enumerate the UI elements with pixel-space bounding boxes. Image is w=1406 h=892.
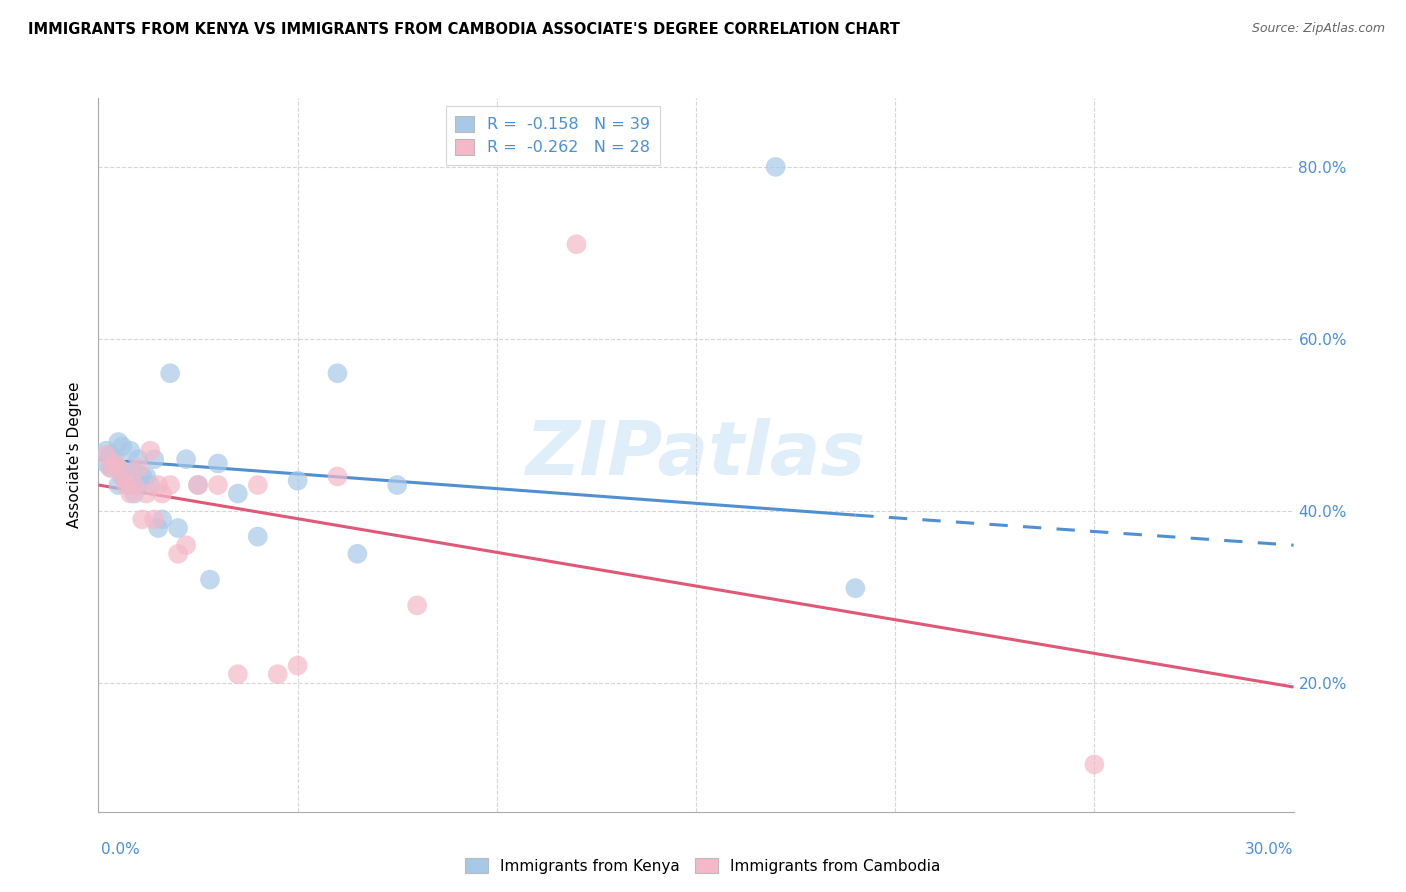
Text: 0.0%: 0.0% [101,842,141,856]
Point [111,469,134,483]
Point [115,478,138,492]
Point [148,478,170,492]
Y-axis label: Associate's Degree: Associate's Degree [67,382,83,528]
Point [765,160,787,174]
Point [150,486,173,500]
Point [406,599,429,613]
Point [143,512,166,526]
Point [174,452,197,467]
Point [287,474,309,488]
Point [131,512,153,526]
Point [207,478,229,492]
Point [107,460,129,475]
Point [96,443,118,458]
Legend: Immigrants from Kenya, Immigrants from Cambodia: Immigrants from Kenya, Immigrants from C… [458,852,948,880]
Point [127,452,149,467]
Text: IMMIGRANTS FROM KENYA VS IMMIGRANTS FROM CAMBODIA ASSOCIATE'S DEGREE CORRELATION: IMMIGRANTS FROM KENYA VS IMMIGRANTS FROM… [28,22,900,37]
Point [135,469,157,483]
Point [1083,757,1105,772]
Point [103,457,125,471]
Point [287,658,309,673]
Point [207,457,229,471]
Point [120,478,142,492]
Point [107,478,129,492]
Point [246,478,269,492]
Point [226,667,249,681]
Legend: R =  -0.158   N = 39, R =  -0.262   N = 28: R = -0.158 N = 39, R = -0.262 N = 28 [446,106,659,165]
Point [267,667,290,681]
Point [107,435,129,450]
Point [115,469,138,483]
Point [226,486,249,500]
Point [326,469,349,483]
Point [96,448,118,462]
Point [326,366,349,380]
Point [96,457,118,471]
Point [111,439,134,453]
Point [107,460,129,475]
Point [346,547,368,561]
Point [187,478,209,492]
Point [124,465,146,479]
Point [120,486,142,500]
Point [565,237,588,252]
Text: ZIPatlas: ZIPatlas [526,418,866,491]
Point [111,469,134,483]
Point [159,366,181,380]
Point [198,573,221,587]
Point [150,512,173,526]
Point [139,443,162,458]
Point [127,460,149,475]
Point [167,547,190,561]
Point [148,521,170,535]
Point [167,521,190,535]
Point [100,460,122,475]
Point [159,478,181,492]
Point [115,465,138,479]
Point [124,478,146,492]
Point [143,452,166,467]
Point [844,581,866,595]
Point [174,538,197,552]
Point [124,486,146,500]
Point [103,452,125,467]
Point [139,478,162,492]
Point [100,460,122,475]
Point [120,443,142,458]
Point [131,469,153,483]
Text: 30.0%: 30.0% [1246,842,1294,856]
Point [127,478,149,492]
Point [246,530,269,544]
Point [103,457,125,471]
Point [135,486,157,500]
Point [187,478,209,492]
Point [100,448,122,462]
Point [385,478,409,492]
Text: Source: ZipAtlas.com: Source: ZipAtlas.com [1251,22,1385,36]
